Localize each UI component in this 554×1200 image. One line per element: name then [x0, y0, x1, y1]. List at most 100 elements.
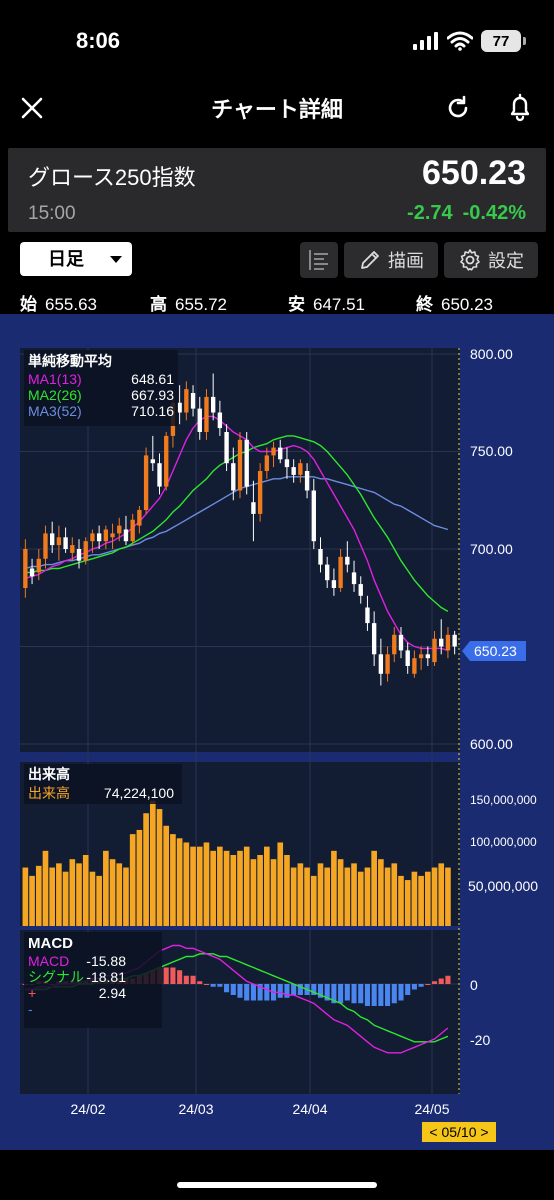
- volume-bar: [317, 863, 324, 926]
- volume-y-tick-150m: 150,000,000: [470, 793, 537, 807]
- page-title: チャート詳細: [211, 97, 343, 122]
- macd-histogram-bar: [170, 967, 176, 984]
- volume-bar: [176, 838, 183, 926]
- indicator-list-button[interactable]: [300, 242, 338, 278]
- volume-bar: [136, 829, 143, 926]
- candle-body: [29, 568, 35, 577]
- cursor-date-badge[interactable]: [422, 1122, 496, 1142]
- candle-body: [83, 541, 88, 561]
- volume-bar: [324, 867, 331, 926]
- candle-body: [392, 634, 397, 655]
- candle-body: [251, 502, 256, 514]
- candle-body: [56, 537, 62, 546]
- candle-body: [76, 549, 82, 561]
- macd-histogram-bar: [250, 984, 256, 1001]
- volume-bars-layer: [22, 800, 451, 926]
- cursor-date-label: < 05/10 >: [429, 1124, 488, 1140]
- volume-bar: [364, 867, 371, 926]
- bell-icon[interactable]: [506, 92, 534, 122]
- period-select-label: 日足: [48, 249, 84, 269]
- candle-body: [351, 572, 357, 585]
- draw-button[interactable]: 描画: [344, 242, 438, 278]
- volume-legend-bg: [24, 764, 182, 804]
- close-icon[interactable]: [18, 94, 46, 122]
- ma1-line: [25, 415, 449, 652]
- volume-label: 出来高: [28, 785, 70, 801]
- macd-histogram-bar: [177, 970, 183, 984]
- volume-chart-title: 出来高: [28, 766, 70, 782]
- candle-body: [418, 654, 424, 659]
- volume-bar: [331, 850, 337, 926]
- macd-legend-bg: [24, 932, 162, 1028]
- candle-body: [371, 623, 377, 655]
- candle-body: [425, 654, 430, 659]
- volume-bar: [431, 867, 438, 926]
- histogram-plus-value: 2.94: [99, 985, 126, 1001]
- candle-body: [197, 408, 202, 432]
- main-chart-title: 単純移動平均: [28, 353, 112, 369]
- volume-y-tick-50m: 50,000,000: [468, 878, 538, 894]
- macd-histogram-bar: [197, 981, 203, 984]
- macd-histogram-bar: [244, 984, 250, 1001]
- macd-histogram-bar: [190, 975, 196, 984]
- candle-body: [439, 638, 444, 647]
- stock-change-percent: -0.42%: [462, 202, 526, 224]
- candle-body: [385, 654, 390, 674]
- stock-price: 650.23: [422, 154, 526, 192]
- candle-body: [117, 525, 122, 534]
- macd-value: -15.88: [86, 953, 126, 969]
- volume-bar: [264, 846, 270, 926]
- candle-body: [298, 463, 303, 475]
- volume-bar: [116, 863, 123, 926]
- ma3-line: [25, 476, 449, 570]
- volume-bar: [344, 867, 351, 926]
- macd-histogram-bar: [411, 984, 417, 990]
- candle-body: [137, 510, 142, 526]
- stock-time: 15:00: [28, 203, 76, 224]
- ohlc-open-value: 655.63: [45, 295, 97, 314]
- volume-bar: [203, 842, 210, 926]
- volume-bar: [237, 850, 243, 926]
- volume-bar: [351, 863, 357, 926]
- volume-bar: [163, 825, 170, 926]
- candle-body: [204, 396, 209, 432]
- volume-bar: [82, 855, 89, 926]
- chart-panel[interactable]: 単純移動平均 MA1(13) 648.61 MA2(26) 667.93 MA3…: [0, 314, 554, 1150]
- candle-body: [345, 556, 350, 565]
- ohlc-close-label: 終: [416, 295, 433, 314]
- histogram-plus-label: +: [28, 985, 36, 1001]
- macd-histogram-bar: [317, 984, 324, 998]
- candle-body: [304, 471, 310, 491]
- period-select[interactable]: 日足: [20, 242, 132, 276]
- macd-histogram-bar: [378, 984, 384, 1006]
- macd-histogram-bar: [257, 984, 263, 1001]
- volume-bar: [22, 867, 29, 926]
- candle-body: [143, 455, 149, 510]
- volume-y-tick-100m: 100,000,000: [470, 835, 537, 849]
- volume-bar: [190, 846, 196, 926]
- gear-icon: [460, 249, 480, 271]
- settings-button-label: 設定: [488, 251, 524, 271]
- refresh-icon[interactable]: [444, 94, 472, 122]
- volume-bar: [284, 855, 290, 926]
- ma2-label: MA2(26): [28, 387, 82, 403]
- candle-body: [244, 439, 249, 487]
- ohlc-close-value: 650.23: [441, 295, 493, 314]
- settings-button[interactable]: 設定: [444, 242, 538, 278]
- macd-histogram-bar: [230, 984, 236, 995]
- chevron-down-icon: [110, 256, 122, 263]
- candle-body: [432, 638, 437, 663]
- signal-label: シグナル: [28, 969, 84, 985]
- macd-histogram-bar: [291, 984, 297, 995]
- pencil-icon: [361, 251, 379, 269]
- status-icons: 77: [413, 30, 526, 52]
- volume-value: 74,224,100: [104, 785, 174, 801]
- candle-body: [184, 389, 189, 413]
- draw-button-label: 描画: [388, 251, 424, 271]
- x-tick-mar: 24/03: [178, 1101, 213, 1117]
- macd-histogram-bar: [183, 975, 189, 984]
- chart-canvas[interactable]: 単純移動平均 MA1(13) 648.61 MA2(26) 667.93 MA3…: [0, 314, 554, 1150]
- chart-toolbar: 日足 描画 設定: [0, 240, 554, 280]
- volume-bar: [196, 846, 203, 926]
- volume-bar: [270, 859, 277, 926]
